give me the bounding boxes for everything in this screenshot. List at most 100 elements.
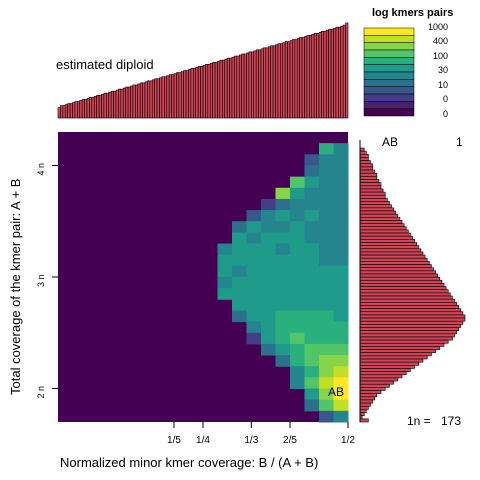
y-hist-bar xyxy=(360,157,368,160)
y-hist-bar xyxy=(360,179,379,182)
x-hist-bar xyxy=(218,61,220,118)
x-hist-bar xyxy=(326,30,328,118)
heatmap-cell xyxy=(334,199,349,211)
heatmap-cell xyxy=(261,221,276,233)
x-hist-bar xyxy=(135,85,137,118)
legend-title: log kmers pairs xyxy=(372,7,453,19)
legend-color-swatch xyxy=(364,43,414,50)
x-hist-bar xyxy=(276,45,278,118)
heatmap-cell xyxy=(334,400,349,412)
heatmap-cell xyxy=(261,299,276,311)
heatmap-cell xyxy=(305,177,320,189)
x-hist-bar xyxy=(94,96,96,118)
y-hist-bar xyxy=(360,397,375,400)
heatmap-cell xyxy=(261,266,276,278)
x-tick-label: 1/2 xyxy=(341,435,355,446)
x-hist-bar xyxy=(155,79,157,118)
y-hist-bar xyxy=(360,315,465,318)
x-hist-bar xyxy=(237,56,239,118)
x-hist-bar xyxy=(116,90,118,118)
heatmap-cell xyxy=(232,277,247,289)
x-hist-bar xyxy=(63,106,65,118)
y-hist-bar xyxy=(360,321,463,324)
heatmap-cell xyxy=(334,411,349,423)
heatmap-cell xyxy=(334,310,349,322)
heatmap-cell xyxy=(319,266,334,278)
x-hist-bar xyxy=(77,101,79,118)
legend-color-swatch xyxy=(364,79,414,86)
heatmap-cell xyxy=(261,244,276,256)
x-hist-bar xyxy=(80,100,82,118)
annotation-side-value: 1 xyxy=(456,135,463,149)
heatmap-cell xyxy=(305,288,320,300)
heatmap-cell xyxy=(247,310,262,322)
y-hist-bar xyxy=(360,265,431,268)
heatmap-cell xyxy=(319,188,334,200)
heatmap-cell xyxy=(290,333,305,345)
y-hist-bar xyxy=(360,255,425,258)
heatmap-cell xyxy=(305,377,320,389)
heatmap-cell xyxy=(334,344,349,356)
y-hist-bar xyxy=(360,217,400,220)
y-hist-bar xyxy=(360,391,381,394)
x-hist-bar xyxy=(58,108,60,118)
x-hist-bar xyxy=(118,89,120,118)
x-hist-bar xyxy=(68,104,70,118)
annotation-ab-heatmap: AB xyxy=(328,385,344,399)
y-hist-bar xyxy=(360,353,431,356)
y-hist-bar xyxy=(360,362,419,365)
heatmap-cell xyxy=(334,143,349,155)
annotation-estimated-diploid: estimated diploid xyxy=(56,57,154,72)
x-hist-bar xyxy=(174,74,176,118)
heatmap-cell xyxy=(305,255,320,267)
x-hist-bar xyxy=(329,29,331,118)
heatmap-cell xyxy=(334,366,349,378)
legend-color-swatch xyxy=(364,50,414,57)
y-hist-bar xyxy=(360,400,373,403)
x-hist-bar xyxy=(312,34,314,118)
x-hist-bar xyxy=(109,92,111,118)
legend-label: 10 xyxy=(438,80,448,90)
heatmap-cell xyxy=(334,266,349,278)
heatmap-cell xyxy=(261,210,276,222)
y-hist-bar xyxy=(360,324,461,327)
heatmap-cell xyxy=(319,244,334,256)
x-hist-bar xyxy=(181,72,183,118)
y-hist-bar xyxy=(360,186,381,189)
x-hist-bar xyxy=(336,27,338,118)
y-hist-bar xyxy=(360,283,444,286)
heatmap-cell xyxy=(305,188,320,200)
heatmap-cell xyxy=(261,199,276,211)
heatmap-cell xyxy=(290,277,305,289)
x-hist-bar xyxy=(210,63,212,118)
heatmap-cell xyxy=(232,288,247,300)
y-hist-bar xyxy=(360,287,446,290)
x-hist-bar xyxy=(203,65,205,118)
heatmap-cell xyxy=(305,310,320,322)
y-hist-bar xyxy=(360,211,396,214)
x-hist-bar xyxy=(271,46,273,118)
heatmap-cell xyxy=(232,310,247,322)
x-axis-label: Normalized minor kmer coverage: B / (A +… xyxy=(60,455,318,470)
legend-color-swatch xyxy=(364,35,414,42)
heatmap-cell xyxy=(276,288,291,300)
heatmap-cell xyxy=(218,288,233,300)
x-hist-bar xyxy=(89,97,91,118)
y-hist-bar xyxy=(360,346,440,349)
x-hist-bar xyxy=(273,46,275,118)
heatmap-cell xyxy=(319,177,334,189)
heatmap-cell xyxy=(261,288,276,300)
heatmap-cell xyxy=(319,333,334,345)
heatmap-cell xyxy=(290,355,305,367)
x-hist-bar xyxy=(162,77,164,118)
y-hist-bar xyxy=(360,331,457,334)
y-hist-bar xyxy=(360,208,394,211)
y-hist-bar xyxy=(360,340,448,343)
y-hist-bar xyxy=(360,337,452,340)
x-hist-bar xyxy=(239,55,241,118)
y-marginal-histogram xyxy=(360,140,465,422)
x-hist-bar xyxy=(305,36,307,118)
heatmap-cell xyxy=(247,244,262,256)
x-hist-bar xyxy=(288,42,290,118)
y-hist-bar xyxy=(360,356,427,359)
